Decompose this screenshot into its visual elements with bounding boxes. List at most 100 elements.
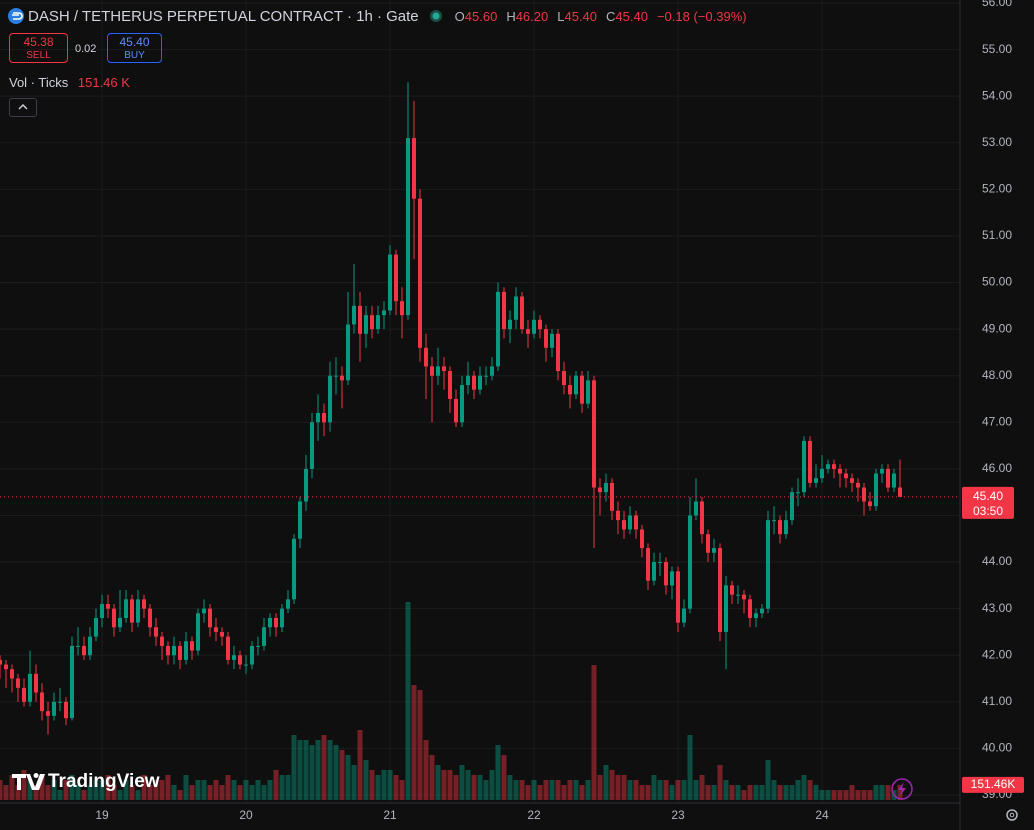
ohlc-key: H <box>506 8 516 24</box>
candle-body <box>364 315 368 334</box>
volume-bar <box>189 785 195 800</box>
volume-bar <box>729 785 735 800</box>
candle-body <box>754 613 758 618</box>
candle-body <box>862 487 866 502</box>
volume-bar <box>297 740 303 800</box>
settings-button[interactable] <box>1006 809 1018 821</box>
volume-bar <box>417 690 423 800</box>
volume-tag-label: 151.46K <box>971 777 1016 791</box>
candle-body <box>844 473 848 479</box>
volume-bar <box>261 785 267 800</box>
volume-bar <box>795 780 801 800</box>
buy-button[interactable]: 45.40 BUY <box>107 33 162 63</box>
candle-body <box>520 296 524 330</box>
volume-bar <box>627 780 633 800</box>
volume-bar <box>753 785 759 800</box>
volume-bar <box>117 790 123 800</box>
volume-bar <box>825 790 831 800</box>
volume-bar <box>405 602 411 800</box>
volume-bar <box>339 750 345 800</box>
y-tick-label: 51.00 <box>982 228 1012 242</box>
candle-body <box>202 608 206 614</box>
collapse-button[interactable] <box>9 98 37 117</box>
volume-bar <box>111 785 117 800</box>
ohlc-item: L45.40 <box>557 9 597 24</box>
volume-bar <box>885 785 891 800</box>
volume-bar <box>591 665 597 800</box>
candle-body <box>370 315 374 330</box>
candle-body <box>748 599 752 618</box>
volume-bar <box>585 780 591 800</box>
candle-body <box>106 603 110 609</box>
candle-body <box>316 412 320 423</box>
candle-body <box>412 138 416 199</box>
volume-pane <box>0 602 903 800</box>
volume-bar <box>87 785 93 800</box>
volume-bar <box>837 790 843 800</box>
volume-bar <box>669 785 675 800</box>
volume-bar <box>81 790 87 800</box>
volume-bar <box>147 785 153 800</box>
grid <box>0 0 960 803</box>
volume-bar <box>63 780 69 800</box>
volume-bar <box>705 785 711 800</box>
candle-body <box>808 440 812 483</box>
candle-body <box>274 617 278 628</box>
volume-bar <box>357 730 363 800</box>
volume-bar <box>171 785 177 800</box>
volume-bar <box>495 745 501 800</box>
candle-body <box>796 492 800 494</box>
candle-body <box>850 478 854 483</box>
volume-bar <box>513 780 519 800</box>
lightning-button[interactable] <box>891 778 913 800</box>
volume-bar <box>531 780 537 800</box>
volume-bar <box>759 785 765 800</box>
volume-bar <box>597 775 603 800</box>
volume-bar <box>207 785 213 800</box>
volume-bar <box>555 780 561 800</box>
candle-body <box>772 520 776 522</box>
candle-body <box>532 319 536 334</box>
volume-bar <box>819 790 825 800</box>
candle-body <box>490 366 494 376</box>
candle-body <box>166 645 170 656</box>
candle-body <box>742 594 746 600</box>
volume-bar <box>747 785 753 800</box>
candle-body <box>496 291 500 367</box>
collapse-icon <box>18 104 28 110</box>
x-tick-label: 23 <box>671 808 685 822</box>
sell-button[interactable]: 45.38 SELL <box>9 33 68 63</box>
volume-bar <box>3 785 9 800</box>
volume-bar <box>789 785 795 800</box>
volume-bar <box>159 780 165 800</box>
candle-body <box>856 482 860 488</box>
volume-bar <box>699 775 705 800</box>
candle-body <box>544 329 548 348</box>
candle-body <box>670 571 674 586</box>
candle-body <box>700 501 704 535</box>
volume-bar <box>501 755 507 800</box>
volume-bar <box>657 780 663 800</box>
candle-body <box>682 608 686 623</box>
candle-body <box>898 487 902 497</box>
volume-bar <box>639 785 645 800</box>
volume-bar <box>519 780 525 800</box>
candle-body <box>880 468 884 474</box>
volume-bar <box>105 775 111 800</box>
candle-body <box>550 333 554 348</box>
candle-body <box>598 487 602 493</box>
candle-body <box>172 645 176 656</box>
volume-bar <box>315 740 321 800</box>
volume-bar <box>801 775 807 800</box>
volume-bar <box>813 785 819 800</box>
price-axis: 39.0040.0041.0042.0043.0044.0045.0046.00… <box>95 0 1024 822</box>
market-status <box>429 10 442 22</box>
candle-body <box>658 562 662 564</box>
volume-bar <box>15 785 21 800</box>
volume-legend: Vol · Ticks 151.46 K <box>9 75 130 90</box>
y-tick-label: 56.00 <box>982 0 1012 9</box>
volume-bar <box>711 785 717 800</box>
volume-bar <box>429 755 435 800</box>
candle-body <box>688 515 692 609</box>
tradingview-logo: TradingView <box>12 771 160 792</box>
